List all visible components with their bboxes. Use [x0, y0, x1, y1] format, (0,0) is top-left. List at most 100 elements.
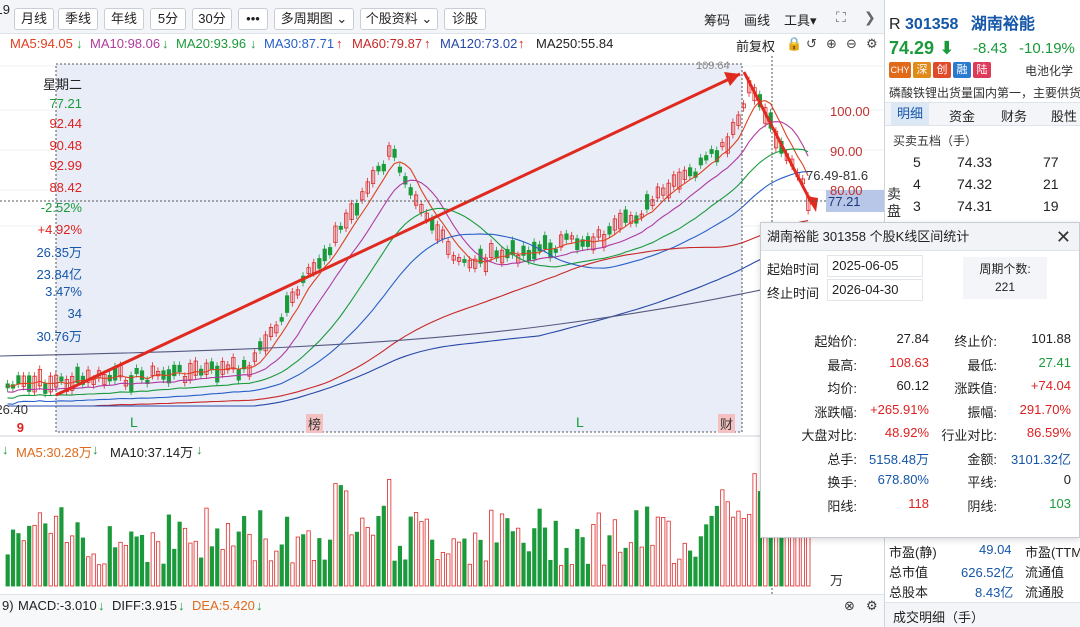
volume-bar	[741, 518, 746, 587]
badge-rong[interactable]: 融	[953, 62, 971, 78]
close-icon[interactable]: ⊗	[844, 598, 855, 613]
left-val-10: 34	[67, 306, 82, 321]
candle	[102, 374, 107, 386]
tab-detail[interactable]: 明细	[891, 103, 930, 125]
draw-button[interactable]: 画线	[744, 13, 771, 28]
end-date-field[interactable]: 2026-04-30	[827, 279, 923, 301]
gear-icon[interactable]: ⚙	[866, 598, 878, 613]
marker-bang[interactable]: 榜	[306, 414, 324, 433]
ob-level: 5	[913, 154, 921, 170]
tools-dropdown[interactable]: 工具▾	[784, 10, 817, 29]
badge-lu[interactable]: 陆	[973, 62, 991, 78]
arrow-down-icon: ↓	[178, 598, 185, 613]
volume-bar	[731, 516, 736, 587]
volume-bar	[242, 516, 247, 587]
stat-key: 大盘对比:	[801, 428, 857, 443]
start-date-field[interactable]: 2025-06-05	[827, 255, 923, 277]
diagnose-button[interactable]: 诊股	[444, 8, 486, 30]
candle	[360, 191, 365, 201]
arrow-down-icon: ↓	[196, 442, 203, 457]
volume-bar	[59, 507, 64, 587]
kline-chart[interactable]	[0, 56, 884, 596]
undo-icon[interactable]: ↺	[806, 36, 817, 51]
candle	[258, 341, 263, 351]
arrow-down-icon: ↓	[98, 598, 105, 613]
tab-30min[interactable]: 30分	[192, 8, 232, 30]
ob-price: 74.33	[957, 154, 993, 170]
dea-value: DEA:5.420	[192, 598, 255, 613]
badge-shen[interactable]: 深	[913, 62, 931, 78]
volume-bar	[301, 534, 306, 587]
volume-bar	[156, 541, 161, 587]
zoom-out-icon[interactable]: ⊖	[846, 36, 857, 51]
volume-bar	[322, 559, 327, 587]
volume-bar	[698, 536, 703, 587]
stat-value: 3101.32亿	[1011, 451, 1071, 467]
stock-info-dropdown[interactable]: 个股资料 ⌄	[360, 8, 438, 30]
tab-character[interactable]: 股性	[1051, 109, 1078, 124]
tab-yearly[interactable]: 年线	[104, 8, 144, 30]
volume-bar	[467, 563, 472, 587]
candle	[139, 370, 145, 380]
volume-bar	[231, 545, 236, 587]
start-label: 起始时间	[767, 262, 820, 277]
trade-detail-header[interactable]: 成交明细（手）	[885, 602, 1080, 627]
sell-label: 卖盘	[887, 186, 901, 219]
stat-value: 27.84	[896, 331, 929, 346]
restore-mode[interactable]: 前复权	[736, 39, 776, 54]
candle	[736, 114, 741, 126]
close-icon[interactable]: ✕	[1055, 227, 1071, 247]
lock-icon[interactable]: 🔒	[786, 36, 803, 51]
volume-bar	[376, 516, 381, 587]
candle	[575, 238, 580, 251]
ma30-line	[7, 171, 809, 405]
candle	[279, 317, 284, 322]
tab-finance[interactable]: 财务	[1001, 109, 1028, 124]
volume-bar	[596, 512, 601, 587]
candle	[285, 295, 290, 313]
badge-chy[interactable]: CHY	[889, 62, 911, 78]
volume-bar	[113, 547, 118, 587]
volume-bar	[145, 561, 150, 587]
stock-name[interactable]: 湖南裕能	[970, 16, 1035, 33]
tab-capital[interactable]: 资金	[949, 109, 976, 124]
volume-bar	[107, 526, 112, 587]
volume-bar	[360, 517, 365, 587]
candle	[623, 209, 628, 223]
zoom-in-icon[interactable]: ⊕	[826, 36, 837, 51]
candle	[553, 248, 558, 253]
marker-finance[interactable]: 财	[718, 414, 736, 433]
volume-bar	[199, 557, 204, 587]
candle	[381, 163, 386, 172]
stat-value: 5158.48万	[869, 451, 929, 467]
gear-icon[interactable]: ⚙	[866, 36, 878, 51]
candle	[709, 149, 714, 154]
tab-5min[interactable]: 5分	[150, 8, 186, 30]
collapse-icon[interactable]: ❯	[864, 9, 876, 25]
candle	[150, 365, 155, 376]
volume-bar	[344, 490, 349, 587]
volume-bar	[505, 518, 510, 587]
tab-quarterly[interactable]: 季线	[58, 8, 98, 30]
fullscreen-icon[interactable]: ⛶	[836, 9, 846, 25]
volume-bar	[451, 538, 456, 587]
stat-key: 振幅:	[967, 404, 997, 420]
more-button[interactable]: •••	[238, 8, 268, 30]
stat-key: 阳线:	[827, 498, 857, 514]
volume-bar	[86, 556, 91, 587]
price-value: 74.29	[889, 38, 935, 58]
candle	[671, 174, 677, 187]
volume-bar	[709, 515, 714, 587]
volume-unit: 万	[830, 573, 844, 588]
volume-bar	[661, 517, 666, 587]
candle	[451, 255, 456, 261]
chips-button[interactable]: 筹码	[704, 13, 731, 28]
multi-period-dropdown[interactable]: 多周期图 ⌄	[274, 8, 354, 30]
ob-level: 4	[913, 176, 921, 192]
candle	[75, 366, 80, 383]
industry[interactable]: 电池化学	[1025, 64, 1074, 78]
candle	[166, 369, 171, 384]
badge-chuang[interactable]: 创	[933, 62, 951, 78]
ma20-value: MA20:93.96	[176, 36, 247, 51]
tab-monthly[interactable]: 月线	[14, 8, 54, 30]
